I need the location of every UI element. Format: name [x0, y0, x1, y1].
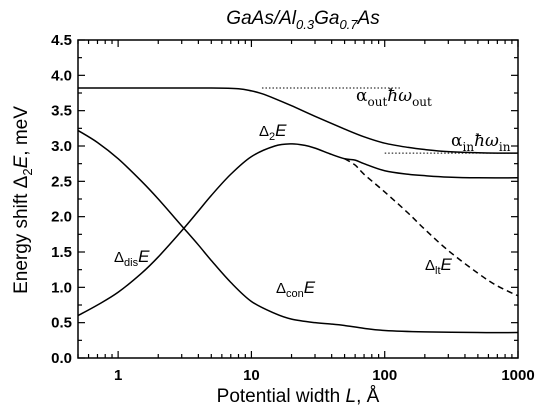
y-tick-label: 2.0 [51, 209, 72, 226]
y-tick-label: 0.0 [51, 350, 72, 367]
annotation-delta-con: ΔconE [276, 278, 316, 300]
series-line-deltaLt [344, 158, 519, 297]
xlabel-suffix: , Å [356, 386, 380, 407]
y-tick-label: 3.0 [51, 138, 72, 155]
x-tick-label: 1000 [501, 367, 534, 384]
ylabel-prefix: Energy shift Δ [11, 175, 32, 294]
xlabel-var: L [346, 386, 357, 407]
xlabel-prefix: Potential width [217, 386, 346, 407]
y-axis-ticks: 0.0 0.5 1.0 1.5 2.0 2.5 3.0 3.5 4.0 4.5 [51, 32, 518, 367]
y-tick-label: 4.0 [51, 67, 72, 84]
title-sub2: 0.7 [339, 17, 358, 32]
y-tick-label: 1.0 [51, 279, 72, 296]
y-tick-label: 3.5 [51, 103, 72, 120]
x-axis-ticks: 1 10 100 1000 [77, 40, 535, 384]
title-sub1: 0.3 [296, 17, 315, 32]
annotation-alpha-in: αinħωin [451, 131, 511, 154]
series-layer [77, 87, 519, 334]
annotation-delta2E: Δ2E [259, 121, 287, 143]
title-prefix: GaAs/Al [226, 8, 296, 29]
series-line-deltaDis [77, 129, 519, 334]
y-tick-label: 4.5 [51, 32, 72, 49]
series-line-deltaCon [77, 143, 519, 317]
title-mid: Ga [314, 8, 339, 29]
x-axis-label: Potential width L, Å [217, 386, 380, 407]
series-line-delta2E [77, 87, 519, 154]
y-axis-label: Energy shift Δ2E, meV [11, 106, 35, 294]
ylabel-sub: 2 [20, 168, 35, 175]
ylabel-suffix: , meV [11, 106, 32, 156]
annotation-alpha-out: αoutħωout [356, 86, 432, 109]
annotation-delta-dis: ΔdisE [114, 247, 150, 269]
y-tick-label: 0.5 [51, 315, 72, 332]
x-tick-label: 1 [114, 367, 122, 384]
y-tick-label: 1.5 [51, 244, 72, 261]
x-tick-label: 10 [243, 367, 260, 384]
title-suffix: As [357, 8, 381, 29]
ylabel-var: E [11, 155, 32, 168]
y-tick-label: 2.5 [51, 173, 72, 190]
chart-title: GaAs/Al0.3Ga0.7As [226, 8, 380, 32]
x-tick-label: 100 [372, 367, 397, 384]
annotation-delta-lt: ΔltE [425, 255, 453, 277]
